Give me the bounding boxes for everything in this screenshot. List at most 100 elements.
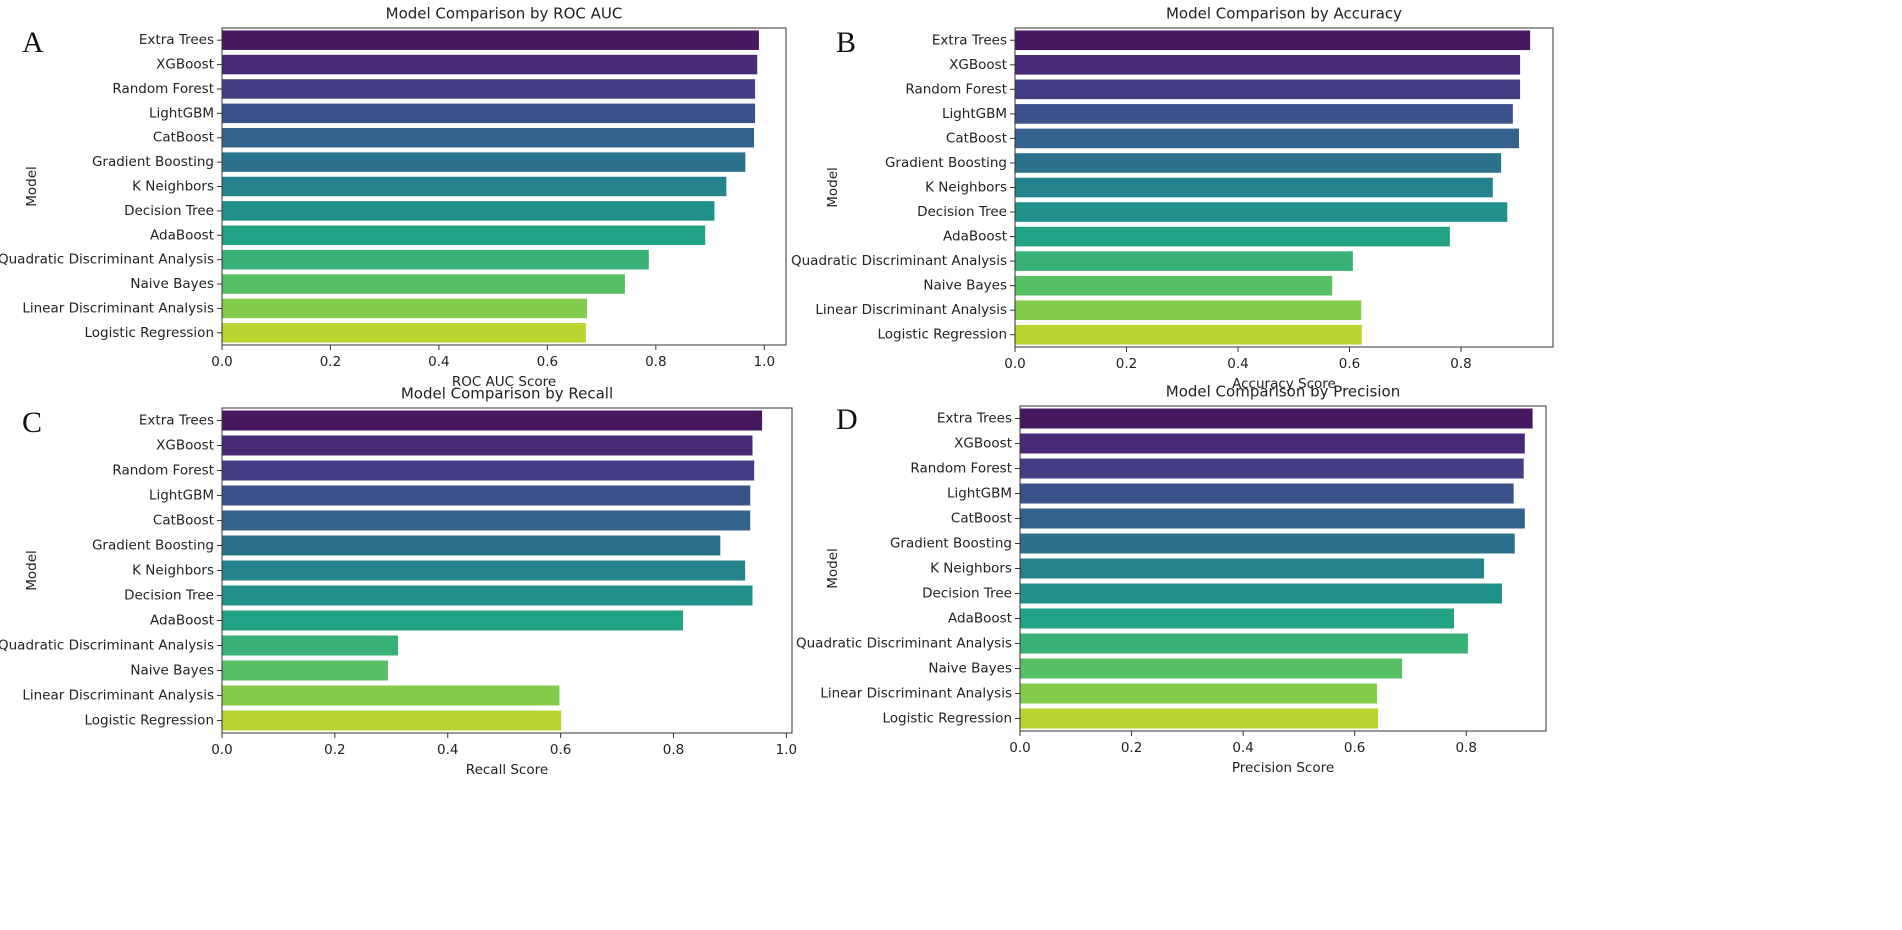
y-tick-label: LightGBM	[942, 106, 1007, 122]
chart-title: Model Comparison by Accuracy	[1166, 5, 1402, 23]
bar	[1015, 177, 1493, 198]
bar	[1015, 226, 1450, 247]
chart-title: Model Comparison by ROC AUC	[386, 5, 623, 23]
y-tick-label: Random Forest	[910, 461, 1012, 477]
x-tick-label: 0.8	[663, 742, 684, 758]
bar	[222, 103, 756, 124]
y-tick-label: Naive Bayes	[130, 276, 214, 292]
x-tick-label: 0.2	[324, 742, 345, 758]
x-tick-label: 1.0	[754, 354, 775, 370]
y-tick-label: Gradient Boosting	[890, 536, 1012, 552]
y-tick-label: Decision Tree	[124, 588, 214, 604]
y-tick-label: Logistic Regression	[878, 327, 1008, 343]
bar	[222, 610, 684, 631]
bar	[222, 54, 758, 75]
x-tick-label: 0.4	[428, 354, 449, 370]
y-tick-label: K Neighbors	[930, 561, 1012, 577]
x-tick-label: 0.4	[437, 742, 458, 758]
bar	[1015, 324, 1362, 345]
y-tick-label: XGBoost	[954, 436, 1012, 452]
y-axis-label: Model	[825, 167, 841, 208]
y-tick-label: Decision Tree	[124, 203, 214, 219]
y-tick-label: Quadratic Discriminant Analysis	[791, 253, 1007, 269]
y-axis-label: Model	[24, 550, 40, 591]
bar	[222, 79, 756, 99]
y-tick-label: XGBoost	[156, 438, 214, 454]
bar	[222, 176, 727, 197]
x-axis-label: Accuracy Score	[1232, 376, 1336, 392]
bar	[1020, 708, 1379, 729]
x-tick-label: 0.4	[1232, 740, 1253, 756]
panel-label: B	[836, 26, 856, 59]
bar	[1020, 533, 1515, 554]
panel-label: A	[22, 26, 44, 59]
bar	[1015, 104, 1513, 124]
y-tick-label: Naive Bayes	[928, 661, 1012, 677]
x-tick-label: 0.0	[211, 742, 232, 758]
y-tick-label: Quadratic Discriminant Analysis	[0, 638, 214, 654]
y-tick-label: AdaBoost	[150, 227, 214, 243]
y-tick-label: CatBoost	[951, 511, 1012, 527]
y-tick-label: Gradient Boosting	[92, 538, 214, 554]
bar	[222, 460, 755, 481]
y-tick-label: CatBoost	[946, 130, 1007, 146]
x-tick-label: 0.0	[211, 354, 232, 370]
y-tick-label: Extra Trees	[937, 411, 1012, 427]
y-tick-label: Linear Discriminant Analysis	[815, 302, 1007, 318]
bar	[1015, 153, 1502, 173]
bar	[222, 152, 746, 172]
bar	[1020, 583, 1502, 604]
bar	[222, 410, 763, 431]
bar	[1015, 251, 1353, 271]
y-tick-label: K Neighbors	[132, 179, 214, 195]
bar	[1020, 408, 1533, 429]
y-tick-label: AdaBoost	[948, 611, 1012, 627]
y-tick-label: Extra Trees	[932, 32, 1007, 48]
y-tick-label: Linear Discriminant Analysis	[820, 686, 1012, 702]
bar	[222, 249, 649, 270]
x-tick-label: 0.2	[1116, 356, 1137, 372]
bar	[1020, 458, 1524, 479]
bar	[222, 274, 625, 294]
bar	[1020, 658, 1403, 679]
x-tick-label: 0.6	[1339, 356, 1360, 372]
y-tick-label: Logistic Regression	[883, 711, 1013, 727]
plot-frame	[221, 27, 787, 346]
panel-label: C	[22, 406, 42, 439]
plot-frame	[1014, 27, 1554, 348]
bar	[222, 435, 753, 456]
bar	[222, 298, 587, 319]
y-tick-label: CatBoost	[153, 130, 214, 146]
x-tick-label: 0.8	[645, 354, 666, 370]
bar	[222, 560, 746, 581]
bar	[222, 485, 751, 506]
y-tick-label: AdaBoost	[150, 613, 214, 629]
y-tick-label: Gradient Boosting	[885, 155, 1007, 171]
bar	[222, 585, 753, 606]
y-tick-label: Random Forest	[905, 81, 1007, 97]
y-tick-label: Quadratic Discriminant Analysis	[0, 252, 214, 268]
bar	[1020, 483, 1514, 504]
plot-frame	[1019, 405, 1547, 732]
bar	[1020, 633, 1468, 654]
bar	[1015, 79, 1521, 100]
y-tick-label: Random Forest	[112, 463, 214, 479]
y-tick-label: LightGBM	[947, 486, 1012, 502]
bar	[1015, 30, 1531, 51]
x-tick-label: 0.4	[1227, 356, 1248, 372]
bar	[222, 660, 388, 681]
y-tick-label: Decision Tree	[917, 204, 1007, 220]
bar	[1015, 202, 1508, 222]
bar	[222, 127, 755, 148]
bar	[222, 510, 751, 531]
y-tick-label: AdaBoost	[943, 229, 1007, 245]
x-tick-label: 0.2	[1121, 740, 1142, 756]
bar	[1015, 128, 1519, 149]
x-tick-label: 0.0	[1009, 740, 1030, 756]
bar	[222, 685, 560, 706]
x-tick-label: 0.8	[1450, 356, 1471, 372]
y-tick-label: Naive Bayes	[130, 663, 214, 679]
y-tick-label: Decision Tree	[922, 586, 1012, 602]
bar	[1020, 683, 1377, 704]
